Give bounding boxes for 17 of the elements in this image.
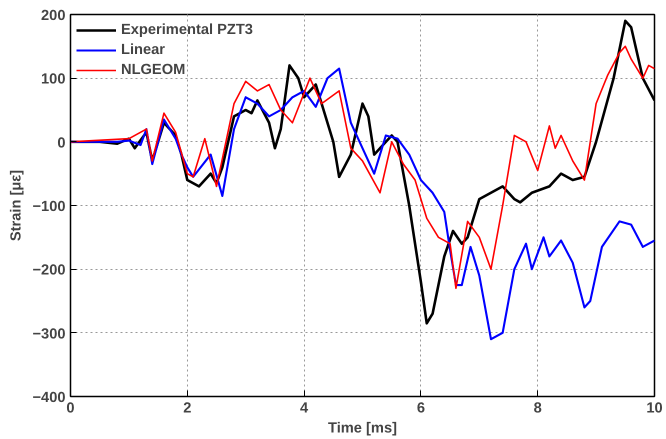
x-tick-label: 6 [416, 400, 425, 416]
y-tick-label: 200 [41, 8, 66, 24]
legend-label: Experimental PZT3 [121, 22, 253, 38]
y-tick-label: 100 [41, 72, 66, 88]
legend-label: Linear [121, 42, 165, 58]
y-tick-label: 0 [57, 135, 66, 152]
y-axis-title: Strain [με] [8, 170, 24, 242]
legend-label: NLGEOM [121, 62, 186, 78]
y-tick-label: −200 [32, 262, 66, 279]
x-tick-label: 10 [646, 400, 663, 416]
x-axis-title: Time [ms] [328, 420, 398, 436]
y-tick-label: −400 [32, 390, 66, 406]
y-tick-label: −300 [32, 326, 66, 342]
x-tick-label: 2 [183, 400, 192, 416]
x-tick-label: 4 [300, 400, 310, 416]
x-tick-label: 8 [534, 400, 542, 416]
y-tick-label: −100 [32, 199, 66, 215]
